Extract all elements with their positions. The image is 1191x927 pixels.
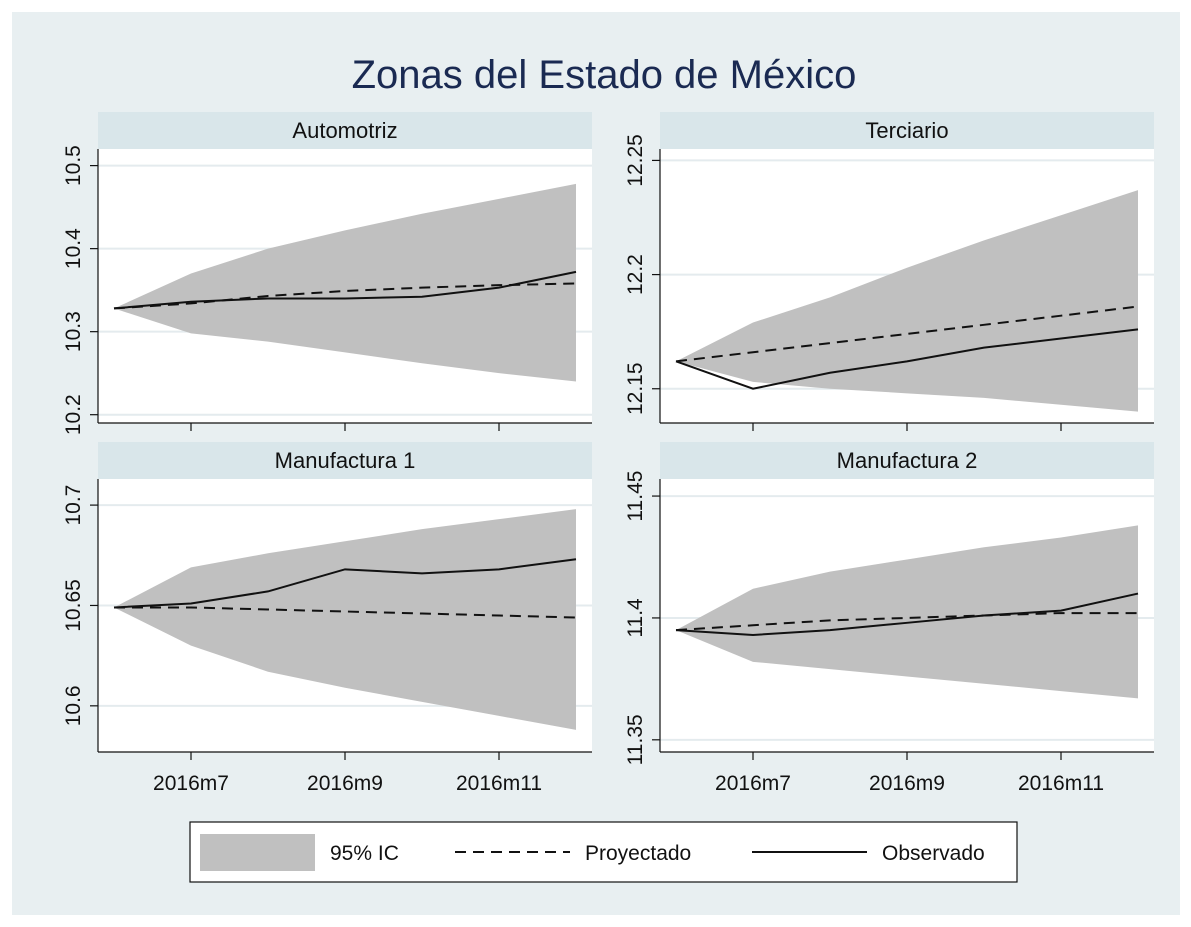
x-tick-label: 2016m9 — [869, 772, 945, 795]
y-tick-label: 12.25 — [624, 134, 647, 187]
legend-label: Proyectado — [585, 842, 691, 865]
chart-title: Zonas del Estado de México — [352, 53, 857, 97]
legend: 95% IC Proyectado Observado — [189, 821, 1018, 883]
legend-box — [189, 821, 1018, 883]
legend-entry-ic: 95% IC — [200, 834, 399, 871]
y-tick-label: 11.4 — [624, 598, 647, 638]
y-tick-label: 11.35 — [624, 714, 647, 765]
y-tick-label: 10.4 — [62, 228, 85, 269]
y-tick-label: 10.6 — [62, 685, 85, 726]
ic-band — [676, 190, 1138, 412]
series-observado — [675, 328, 1139, 390]
y-tick-label: 12.2 — [624, 254, 647, 295]
ic-band — [114, 183, 576, 382]
legend-label: 95% IC — [330, 842, 399, 865]
panels: Automotriz 10.2 10.3 10.4 10.5 Terciario 12.15… — [62, 112, 1154, 795]
ic-band — [676, 525, 1138, 699]
x-tick-label: 2016m11 — [456, 772, 542, 795]
x-tick-label: 2016m9 — [307, 772, 383, 795]
y-tick-label: 10.2 — [62, 394, 85, 435]
series-proyectado — [113, 282, 577, 310]
panel-title: Terciario — [865, 118, 948, 143]
series-proyectado — [114, 606, 577, 619]
panel-title: Manufactura 1 — [275, 448, 416, 473]
y-tick-label: 10.5 — [62, 145, 85, 186]
panel-strip — [660, 442, 1154, 479]
y-tick-label: 10.7 — [62, 485, 85, 526]
x-tick-label: 2016m11 — [1018, 772, 1104, 795]
panel-4: Manufactura 2 11.35 11.4 11.45 2016m7 2016m9 2… — [624, 442, 1154, 795]
series-proyectado — [675, 305, 1139, 363]
panel-strip — [98, 112, 592, 149]
legend-swatch-band — [200, 834, 315, 871]
x-tick-label: 2016m7 — [715, 772, 791, 795]
panel-1: Automotriz 10.2 10.3 10.4 10.5 — [62, 112, 592, 435]
y-tick-label: 12.15 — [624, 362, 647, 415]
legend-entry-observado: Observado — [752, 842, 985, 865]
series-observado — [113, 558, 577, 609]
panel-title: Manufactura 2 — [837, 448, 978, 473]
series-observado — [113, 270, 577, 310]
ic-band — [114, 509, 576, 730]
panel-strip — [98, 442, 592, 479]
panel-2: Terciario 12.15 12.2 12.25 — [624, 112, 1154, 431]
x-tick-label: 2016m7 — [153, 772, 229, 795]
series-observado — [675, 592, 1139, 637]
panel-strip — [660, 112, 1154, 149]
y-tick-label: 10.65 — [62, 579, 85, 632]
series-proyectado — [675, 612, 1138, 632]
legend-entry-proyectado: Proyectado — [455, 842, 691, 865]
y-tick-label: 11.45 — [624, 471, 647, 522]
y-tick-label: 10.3 — [62, 311, 85, 352]
legend-label: Observado — [882, 842, 985, 865]
panel-title: Automotriz — [292, 118, 397, 143]
panel-3: Manufactura 1 10.6 10.65 10.7 2016m7 2016m9 20… — [62, 442, 592, 795]
